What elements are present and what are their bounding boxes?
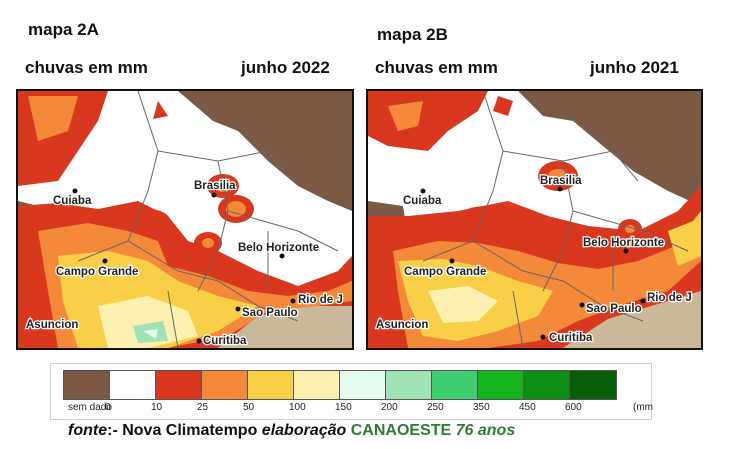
footer-organization: CANAOESTE: [346, 422, 452, 439]
legend-swatch-9: [478, 371, 524, 399]
rainfall-map-2b-graphic: Cuiaba Brasilia Belo Horizonte Campo Gra…: [368, 91, 701, 348]
legend-tick-8: 250: [427, 402, 444, 413]
city-label-campo-grande: Campo Grande: [56, 266, 138, 278]
city-label-belo-horizonte: Belo Horizonte: [238, 242, 319, 254]
rainfall-legend: sem dado 0 10 25 50 100 150 200 250 350 450 600 (mm: [50, 363, 653, 420]
map-2b-unit-label: chuvas em mm: [375, 58, 498, 77]
city-label-cuiaba: Cuiaba: [53, 195, 92, 207]
map-2a-unit-label: chuvas em mm: [25, 58, 148, 77]
legend-swatch-5: [294, 371, 340, 399]
city-label-rio: Rio de J: [647, 292, 692, 304]
footer-fonte: fonte: [68, 422, 108, 439]
map-2b-title: mapa 2B: [377, 25, 448, 44]
legend-tick-11: 600: [565, 402, 582, 413]
legend-tick-9: 350: [473, 402, 490, 413]
legend-swatch-10: [524, 371, 570, 399]
city-label-cuiaba: Cuiaba: [403, 195, 442, 207]
city-label-belo-horizonte: Belo Horizonte: [583, 237, 664, 249]
footer-elaboracao: elaboração: [261, 422, 347, 439]
legend-swatch-8: [432, 371, 478, 399]
rainfall-map-2a: Cuiaba Brasilia Belo Horizonte Campo Gra…: [16, 89, 354, 350]
legend-unit-label: (mm: [633, 402, 653, 413]
city-label-brasilia: Brasilia: [194, 180, 236, 192]
legend-swatch-0: [64, 371, 110, 399]
legend-tick-0: sem dado: [68, 402, 112, 413]
legend-tick-10: 450: [519, 402, 536, 413]
city-label-rio: Rio de J: [298, 294, 343, 306]
legend-swatch-7: [386, 371, 432, 399]
legend-tick-7: 200: [381, 402, 398, 413]
legend-swatch-3: [202, 371, 248, 399]
city-label-brasilia: Brasilia: [540, 175, 582, 187]
legend-swatch-2: [156, 371, 202, 399]
footer-source: :- Nova Climatempo: [107, 422, 262, 439]
map-2b-period: junho 2021: [590, 58, 679, 77]
legend-swatch-1: [110, 371, 156, 399]
city-label-campo-grande: Campo Grande: [404, 266, 486, 278]
city-label-curitiba: Curitiba: [203, 335, 247, 347]
footer-years: 76 anos: [451, 422, 516, 439]
legend-tick-1: 0: [105, 402, 111, 413]
legend-swatch-6: [340, 371, 386, 399]
legend-swatch-row: [63, 370, 617, 400]
map-2a-title: mapa 2A: [28, 20, 99, 39]
rainfall-map-2a-graphic: Cuiaba Brasilia Belo Horizonte Campo Gra…: [18, 91, 352, 348]
source-footer: fonte:- Nova Climatempo elaboração CANAO…: [68, 422, 515, 440]
rainfall-map-2b: Cuiaba Brasilia Belo Horizonte Campo Gra…: [366, 89, 703, 350]
city-label-asuncion: Asuncion: [376, 319, 428, 331]
legend-tick-5: 100: [289, 402, 306, 413]
city-label-curitiba: Curitiba: [549, 332, 593, 344]
city-label-sao-paulo: Sao Paulo: [242, 307, 298, 319]
city-label-asuncion: Asuncion: [26, 319, 78, 331]
legend-tick-3: 25: [197, 402, 209, 413]
legend-tick-6: 150: [335, 402, 352, 413]
legend-tick-4: 50: [243, 402, 255, 413]
legend-tick-2: 10: [151, 402, 163, 413]
map-2a-period: junho 2022: [241, 58, 330, 77]
legend-swatch-11: [570, 371, 616, 399]
city-label-sao-paulo: Sao Paulo: [586, 303, 642, 315]
legend-swatch-4: [248, 371, 294, 399]
